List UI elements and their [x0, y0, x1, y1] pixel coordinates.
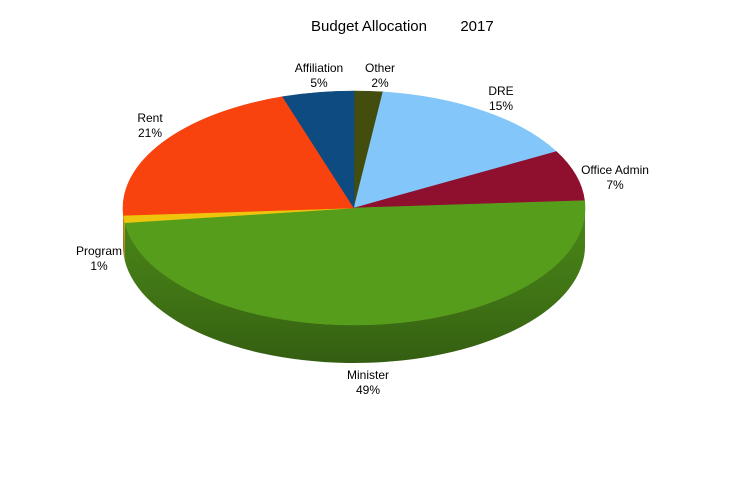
pie-side-program — [123, 215, 125, 261]
pie-slice-rent — [122, 96, 355, 216]
pie-slice-dre — [353, 91, 558, 209]
pie-slice-affiliation — [282, 90, 355, 210]
chart-title-year: 2017 — [460, 18, 494, 35]
pie-slice-office-admin — [353, 151, 585, 209]
pie-side-minister — [124, 208, 585, 364]
chart-title: Budget Allocation — [311, 18, 427, 35]
pie-slice-minister — [124, 200, 586, 326]
